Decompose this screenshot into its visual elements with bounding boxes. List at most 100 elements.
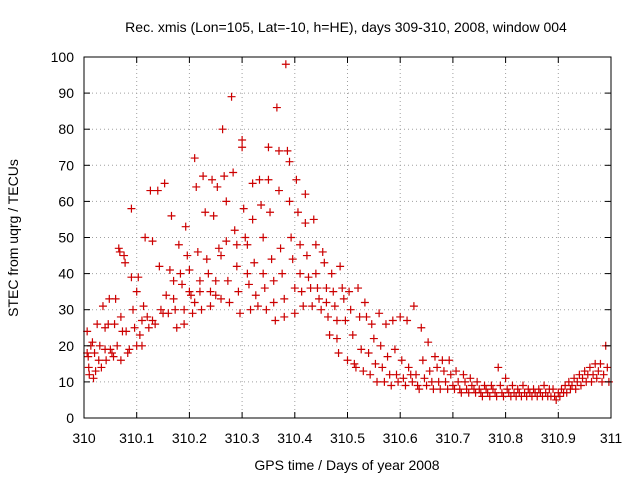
data-point <box>330 302 339 311</box>
data-point <box>222 237 231 246</box>
data-point <box>90 349 99 358</box>
data-point <box>125 345 134 354</box>
data-point <box>201 208 210 217</box>
data-point <box>292 175 301 184</box>
x-tick-labels: 310 310.1 310.2 310.3 310.4 310.5 310.6 310.7 31… <box>72 430 622 446</box>
data-point <box>508 381 517 390</box>
data-point <box>253 302 262 311</box>
data-point <box>296 240 305 249</box>
data-point <box>596 359 605 368</box>
data-point <box>144 323 153 332</box>
data-point <box>153 186 162 195</box>
data-point <box>248 179 257 188</box>
data-point <box>540 381 549 390</box>
data-point <box>143 312 152 321</box>
x-tick-label: 311 <box>600 430 623 446</box>
data-point <box>107 349 116 358</box>
data-point <box>482 385 491 394</box>
data-point <box>401 381 410 390</box>
data-point <box>462 385 471 394</box>
data-point <box>446 370 455 379</box>
data-point <box>243 240 252 249</box>
data-point <box>371 359 380 368</box>
data-point <box>315 294 324 303</box>
data-point <box>287 233 296 242</box>
data-point <box>343 356 352 365</box>
data-point <box>127 204 136 213</box>
data-point <box>413 381 422 390</box>
data-point <box>473 377 482 386</box>
data-point <box>185 287 194 296</box>
data-point <box>443 385 452 394</box>
data-point <box>549 385 558 394</box>
data-point <box>357 345 366 354</box>
data-point <box>399 374 408 383</box>
data-point <box>464 388 473 397</box>
data-point <box>373 377 382 386</box>
data-point <box>280 294 289 303</box>
data-point <box>278 269 287 278</box>
data-point <box>417 323 426 332</box>
data-point <box>367 320 376 329</box>
data-point <box>390 345 399 354</box>
data-point <box>164 309 173 318</box>
data-point <box>293 208 302 217</box>
data-point <box>276 244 285 253</box>
data-point <box>232 240 241 249</box>
data-point <box>420 374 429 383</box>
data-point <box>327 269 336 278</box>
y-tick-label: 0 <box>66 410 74 426</box>
data-point <box>585 363 594 372</box>
data-point <box>262 305 271 314</box>
data-point <box>318 247 327 256</box>
data-point <box>487 381 496 390</box>
data-point <box>594 367 603 376</box>
data-point <box>555 392 564 401</box>
data-point <box>351 363 360 372</box>
data-point <box>329 287 338 296</box>
data-point <box>441 377 450 386</box>
data-point <box>466 374 475 383</box>
data-point <box>97 363 106 372</box>
data-point <box>369 334 378 343</box>
data-point <box>408 377 417 386</box>
data-point <box>135 330 144 339</box>
data-point <box>234 287 243 296</box>
y-tick-label: 10 <box>58 374 74 390</box>
data-point <box>132 287 141 296</box>
data-point <box>93 320 102 329</box>
data-point <box>116 312 125 321</box>
data-point <box>598 377 607 386</box>
data-point <box>439 367 448 376</box>
data-point <box>285 157 294 166</box>
x-tick-label: 310.3 <box>225 430 260 446</box>
data-point <box>301 219 310 228</box>
data-point <box>102 356 111 365</box>
data-point <box>322 298 331 307</box>
data-point <box>290 309 299 318</box>
data-point <box>415 385 424 394</box>
data-point <box>156 305 165 314</box>
x-tick-label: 310.4 <box>277 430 312 446</box>
data-point <box>155 262 164 271</box>
data-point <box>430 352 439 361</box>
data-point <box>281 60 290 69</box>
data-point <box>246 305 255 314</box>
data-point <box>241 233 250 242</box>
x-tick-label: 310.1 <box>119 430 154 446</box>
data-point <box>85 370 94 379</box>
data-point <box>496 381 505 390</box>
y-tick-label: 90 <box>58 85 74 101</box>
data-point <box>308 302 317 311</box>
data-point <box>290 284 299 293</box>
data-point <box>397 356 406 365</box>
data-point <box>257 201 266 210</box>
data-point <box>332 334 341 343</box>
data-point <box>483 388 492 397</box>
data-point <box>296 269 305 278</box>
data-point <box>162 291 171 300</box>
y-tick-label: 80 <box>58 121 74 137</box>
data-point <box>311 269 320 278</box>
data-point <box>448 381 457 390</box>
data-point <box>445 356 454 365</box>
